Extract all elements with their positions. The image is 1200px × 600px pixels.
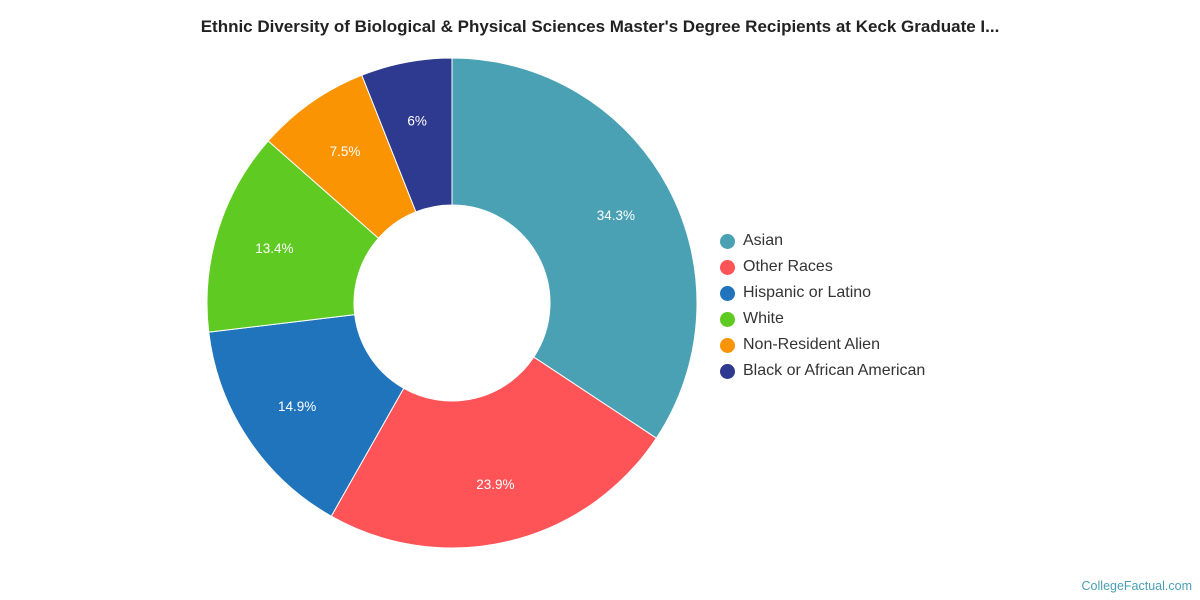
data-label-hispanic-or-latino: 14.9%: [278, 399, 316, 414]
chart-title: Ethnic Diversity of Biological & Physica…: [200, 17, 1000, 36]
legend-item-hispanic-or-latino[interactable]: Hispanic or Latino: [720, 280, 925, 306]
legend-label: Other Races: [743, 258, 833, 275]
legend-swatch-icon: [720, 233, 735, 249]
legend-swatch-icon: [720, 285, 735, 301]
data-label-white: 13.4%: [255, 241, 293, 256]
slice-asian[interactable]: [451, 57, 698, 439]
legend-label: Black or African American: [743, 362, 926, 379]
legend-swatch-icon: [720, 259, 735, 275]
slice-black-or-african-american[interactable]: [361, 57, 453, 213]
source-credit[interactable]: CollegeFactual.com: [1081, 579, 1192, 593]
legend-swatch-icon: [720, 311, 735, 327]
slice-other-races[interactable]: [330, 356, 658, 549]
data-label-non-resident-alien: 7.5%: [330, 144, 361, 159]
legend-swatch-icon: [720, 337, 735, 353]
legend-swatch-icon: [720, 363, 735, 379]
data-label-asian: 34.3%: [597, 208, 635, 223]
legend-item-non-resident-alien[interactable]: Non-Resident Alien: [720, 332, 925, 358]
legend-item-asian[interactable]: Asian: [720, 228, 925, 254]
legend-item-other-races[interactable]: Other Races: [720, 254, 925, 280]
legend-item-black-or-african-american[interactable]: Black or African American: [720, 358, 925, 384]
legend-label: Hispanic or Latino: [743, 284, 872, 301]
chart-legend: Asian Other Races Hispanic or Latino White N…: [720, 228, 925, 384]
legend-item-white[interactable]: White: [720, 306, 925, 332]
data-label-black-or-african-american: 6%: [407, 113, 427, 128]
legend-label: Non-Resident Alien: [743, 336, 880, 353]
data-label-other-races: 23.9%: [476, 477, 514, 492]
slice-hispanic-or-latino[interactable]: [208, 314, 405, 517]
slice-white[interactable]: [206, 140, 380, 333]
legend-label: Asian: [743, 232, 784, 249]
legend-label: White: [743, 310, 784, 327]
donut-slices: [206, 57, 698, 549]
donut-labels: 34.3% 23.9% 14.9% 13.4% 7.5% 6%: [255, 113, 635, 492]
